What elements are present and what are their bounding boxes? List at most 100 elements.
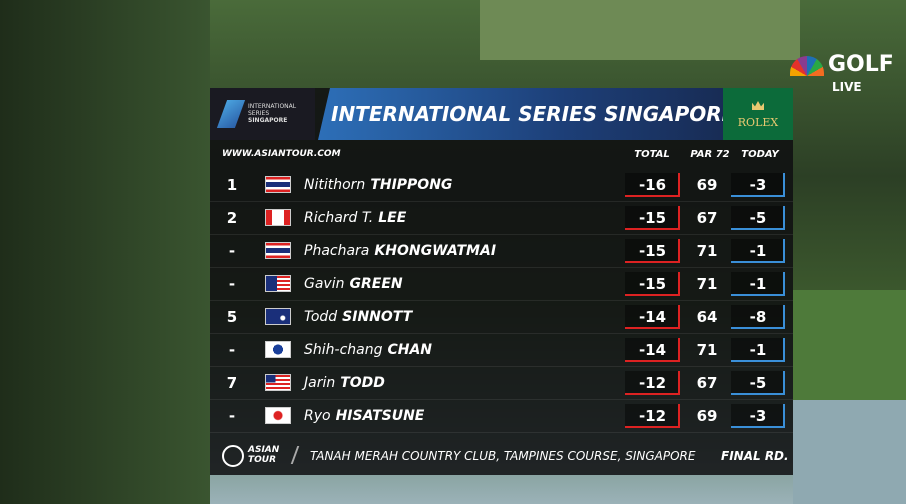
row-separator (210, 267, 793, 268)
total: -12 (638, 407, 667, 425)
tour-text: TOUR (248, 455, 277, 465)
background-water (793, 400, 906, 504)
player-name: Shih-chang CHAN (304, 342, 432, 358)
last-name: TODD (340, 375, 385, 391)
total-box (625, 404, 680, 428)
total: -14 (638, 341, 667, 359)
total: -15 (638, 242, 667, 260)
position: - (228, 242, 236, 260)
last-name: SINNOTT (342, 309, 413, 325)
first-name: Shih-chang (304, 342, 383, 358)
position: 5 (226, 308, 238, 326)
position: - (228, 407, 236, 425)
first-name: Ryo (304, 408, 331, 424)
today-box (731, 404, 785, 428)
round-score: 69 (696, 407, 718, 425)
last-name: HISATSUNE (335, 408, 425, 424)
row-separator (210, 432, 793, 433)
tour-icon (222, 445, 244, 467)
title: INTERNATIONAL SERIES SINGAPORE (331, 102, 736, 126)
series-logo-text: INTERNATIONAL SERIES SINGAPORE (248, 103, 296, 124)
player-name: Ryo HISATSUNE (304, 408, 424, 424)
today-box (731, 206, 785, 230)
today-box (731, 338, 785, 362)
last-name: CHAN (387, 342, 433, 358)
flag (265, 176, 291, 193)
player-name: Richard T. LEE (304, 210, 406, 226)
flag (265, 242, 291, 259)
first-name: Gavin (304, 276, 345, 292)
flag (265, 275, 291, 292)
today: -3 (749, 407, 767, 425)
total-box (625, 371, 680, 395)
tour-text: ASIAN (248, 445, 280, 455)
row-separator (210, 201, 793, 202)
today: -8 (749, 308, 767, 326)
website: WWW.ASIANTOUR.COM (222, 149, 341, 159)
sponsor-box (723, 88, 793, 140)
position: 2 (226, 209, 238, 227)
total-box (625, 272, 680, 296)
venue: TANAH MERAH COUNTRY CLUB, TAMPINES COURS… (310, 449, 696, 463)
flag (265, 308, 291, 325)
last-name: LEE (378, 210, 407, 226)
total-box (625, 239, 680, 263)
total: -16 (638, 176, 667, 194)
round-label: FINAL RD. (721, 449, 789, 463)
today-box (731, 371, 785, 395)
total: -15 (638, 275, 667, 293)
round-score: 71 (696, 275, 718, 293)
first-name: Richard T. (304, 210, 374, 226)
total-box (625, 305, 680, 329)
total-box (625, 206, 680, 230)
series-icon (216, 100, 246, 128)
today: -1 (749, 242, 767, 260)
last-name: THIPPONG (370, 177, 453, 193)
today: -1 (749, 341, 767, 359)
row-separator (210, 333, 793, 334)
title-bar (318, 88, 723, 140)
total-box (625, 338, 680, 362)
round-score: 71 (696, 341, 718, 359)
background-grass (793, 290, 906, 400)
column-header: PAR 72 (690, 149, 730, 160)
today-box (731, 272, 785, 296)
background-field (480, 0, 800, 60)
column-header: TODAY (741, 149, 779, 160)
logo-text: INTERNATIONAL (248, 103, 297, 110)
round-score: 69 (696, 176, 718, 194)
flag (265, 407, 291, 424)
today: -5 (749, 374, 767, 392)
flag (265, 209, 291, 226)
position: - (228, 341, 236, 359)
round-score: 67 (696, 209, 718, 227)
logo-box: INTERNATIONAL SERIES SINGAPORE (210, 88, 315, 140)
player-name: Gavin GREEN (304, 276, 403, 292)
round-score: 67 (696, 374, 718, 392)
today: -1 (749, 275, 767, 293)
total-box (625, 173, 680, 197)
row-separator (210, 234, 793, 235)
row-separator (210, 366, 793, 367)
peacock-logo (790, 56, 824, 76)
position: 7 (226, 374, 238, 392)
first-name: Phachara (304, 243, 370, 259)
leaderboard-panel (210, 88, 793, 475)
flag (265, 341, 291, 358)
sponsor: ROLEX (737, 116, 779, 129)
player-name: Phachara KHONGWATMAI (304, 243, 496, 259)
first-name: Todd (304, 309, 338, 325)
logo-text: SINGAPORE (248, 117, 288, 124)
crown-icon (752, 101, 764, 110)
position: - (228, 275, 236, 293)
last-name: GREEN (349, 276, 403, 292)
row-separator (210, 399, 793, 400)
background-trees (0, 0, 210, 504)
round-score: 64 (696, 308, 718, 326)
row-separator (210, 300, 793, 301)
total: -15 (638, 209, 667, 227)
tour-logo: ASIAN TOUR (248, 445, 279, 465)
player-name: Todd SINNOTT (304, 309, 412, 325)
network-logo: GOLF (828, 52, 894, 77)
column-header: TOTAL (634, 149, 670, 160)
